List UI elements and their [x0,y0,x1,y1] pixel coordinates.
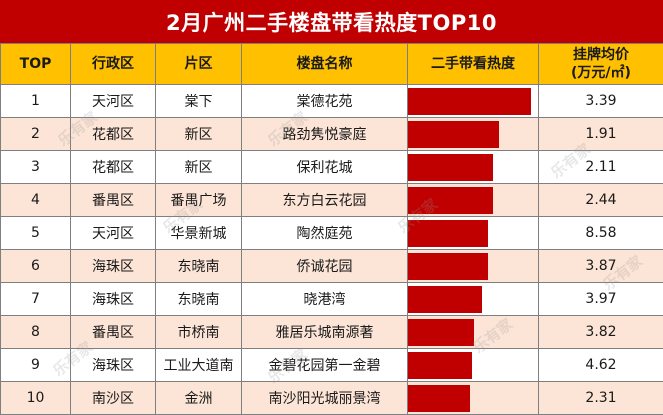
district-cell: 番禺区 [70,315,156,349]
table-row: 8 番禺区 市桥南 雅居乐城南源著 3.82 [0,315,663,349]
district-cell: 海珠区 [70,249,156,283]
rank-cell: 5 [0,216,71,250]
name-cell: 棠德花苑 [241,84,408,118]
name-cell: 晓港湾 [241,282,408,316]
heat-cell [407,150,539,184]
area-cell: 东晓南 [155,249,242,283]
header-price: 挂牌均价 (万元/㎡) [538,43,663,85]
rank-cell: 6 [0,249,71,283]
price-cell: 4.62 [538,348,663,382]
table-row: 2 花都区 新区 路劲隽悦豪庭 1.91 [0,117,663,151]
heat-cell [407,117,539,151]
header-row: TOP 行政区 片区 楼盘名称 二手带看热度 挂牌均价 (万元/㎡) [0,43,663,85]
header-heat: 二手带看热度 [407,43,539,85]
rank-cell: 9 [0,348,71,382]
heat-bar [408,219,488,247]
header-name: 楼盘名称 [241,43,408,85]
heat-bar [408,186,493,214]
heat-cell [407,183,539,217]
area-cell: 市桥南 [155,315,242,349]
table-row: 7 海珠区 东晓南 晓港湾 3.97 [0,282,663,316]
heat-bar [408,351,472,379]
price-cell: 1.91 [538,117,663,151]
heat-cell [407,348,539,382]
rank-cell: 10 [0,381,71,415]
price-cell: 3.82 [538,315,663,349]
heat-bar [408,87,531,115]
area-cell: 新区 [155,150,242,184]
heat-cell [407,216,539,250]
name-cell: 南沙阳光城丽景湾 [241,381,408,415]
name-cell: 保利花城 [241,150,408,184]
area-cell: 工业大道南 [155,348,242,382]
chart-title: 2月广州二手楼盘带看热度TOP10 [0,0,663,43]
price-cell: 2.31 [538,381,663,415]
heat-cell [407,249,539,283]
name-cell: 雅居乐城南源著 [241,315,408,349]
name-cell: 路劲隽悦豪庭 [241,117,408,151]
price-cell: 3.39 [538,84,663,118]
rank-cell: 4 [0,183,71,217]
price-cell: 8.58 [538,216,663,250]
area-cell: 华景新城 [155,216,242,250]
district-cell: 海珠区 [70,348,156,382]
area-cell: 新区 [155,117,242,151]
rank-cell: 2 [0,117,71,151]
header-area: 片区 [155,43,242,85]
table-row: 5 天河区 华景新城 陶然庭苑 8.58 [0,216,663,250]
price-cell: 3.97 [538,282,663,316]
district-cell: 花都区 [70,117,156,151]
rank-cell: 7 [0,282,71,316]
district-cell: 南沙区 [70,381,156,415]
table-row: 1 天河区 棠下 棠德花苑 3.39 [0,84,663,118]
name-cell: 侨诚花园 [241,249,408,283]
name-cell: 陶然庭苑 [241,216,408,250]
district-cell: 海珠区 [70,282,156,316]
heat-cell [407,282,539,316]
district-cell: 天河区 [70,84,156,118]
header-district: 行政区 [70,43,156,85]
heat-bar [408,384,470,412]
area-cell: 棠下 [155,84,242,118]
district-cell: 花都区 [70,150,156,184]
ranking-table: TOP 行政区 片区 楼盘名称 二手带看热度 挂牌均价 (万元/㎡) 1 天河区棠… [0,43,663,415]
heat-cell [407,84,539,118]
area-cell: 东晓南 [155,282,242,316]
heat-bar [408,318,475,346]
name-cell: 东方白云花园 [241,183,408,217]
heat-bar [408,120,500,148]
table-row: 10 南沙区 金洲 南沙阳光城丽景湾 2.31 [0,381,663,415]
area-cell: 金洲 [155,381,242,415]
area-cell: 番禺广场 [155,183,242,217]
heat-bar [408,153,493,181]
header-price-label: 挂牌均价 [573,47,629,63]
rank-cell: 1 [0,84,71,118]
price-cell: 2.11 [538,150,663,184]
table-body: 1 天河区 棠下 棠德花苑 3.39 2 花都区 新区 路劲隽悦豪庭 1.91 3 花都区 新区 保利花城… [0,84,663,415]
name-cell: 金碧花园第一金碧 [241,348,408,382]
header-rank: TOP [0,43,71,85]
table-row: 6 海珠区 东晓南 侨诚花园 3.87 [0,249,663,283]
table-row: 4 番禺区 番禺广场 东方白云花园 2.44 [0,183,663,217]
heat-cell [407,315,539,349]
district-cell: 番禺区 [70,183,156,217]
price-cell: 3.87 [538,249,663,283]
rank-cell: 8 [0,315,71,349]
table-row: 9 海珠区 工业大道南 金碧花园第一金碧 4.62 [0,348,663,382]
header-price-unit: (万元/㎡) [571,65,631,81]
district-cell: 天河区 [70,216,156,250]
heat-cell [407,381,539,415]
heat-bar [408,252,488,280]
rank-cell: 3 [0,150,71,184]
heat-bar [408,285,482,313]
price-cell: 2.44 [538,183,663,217]
table-row: 3 花都区 新区 保利花城 2.11 [0,150,663,184]
